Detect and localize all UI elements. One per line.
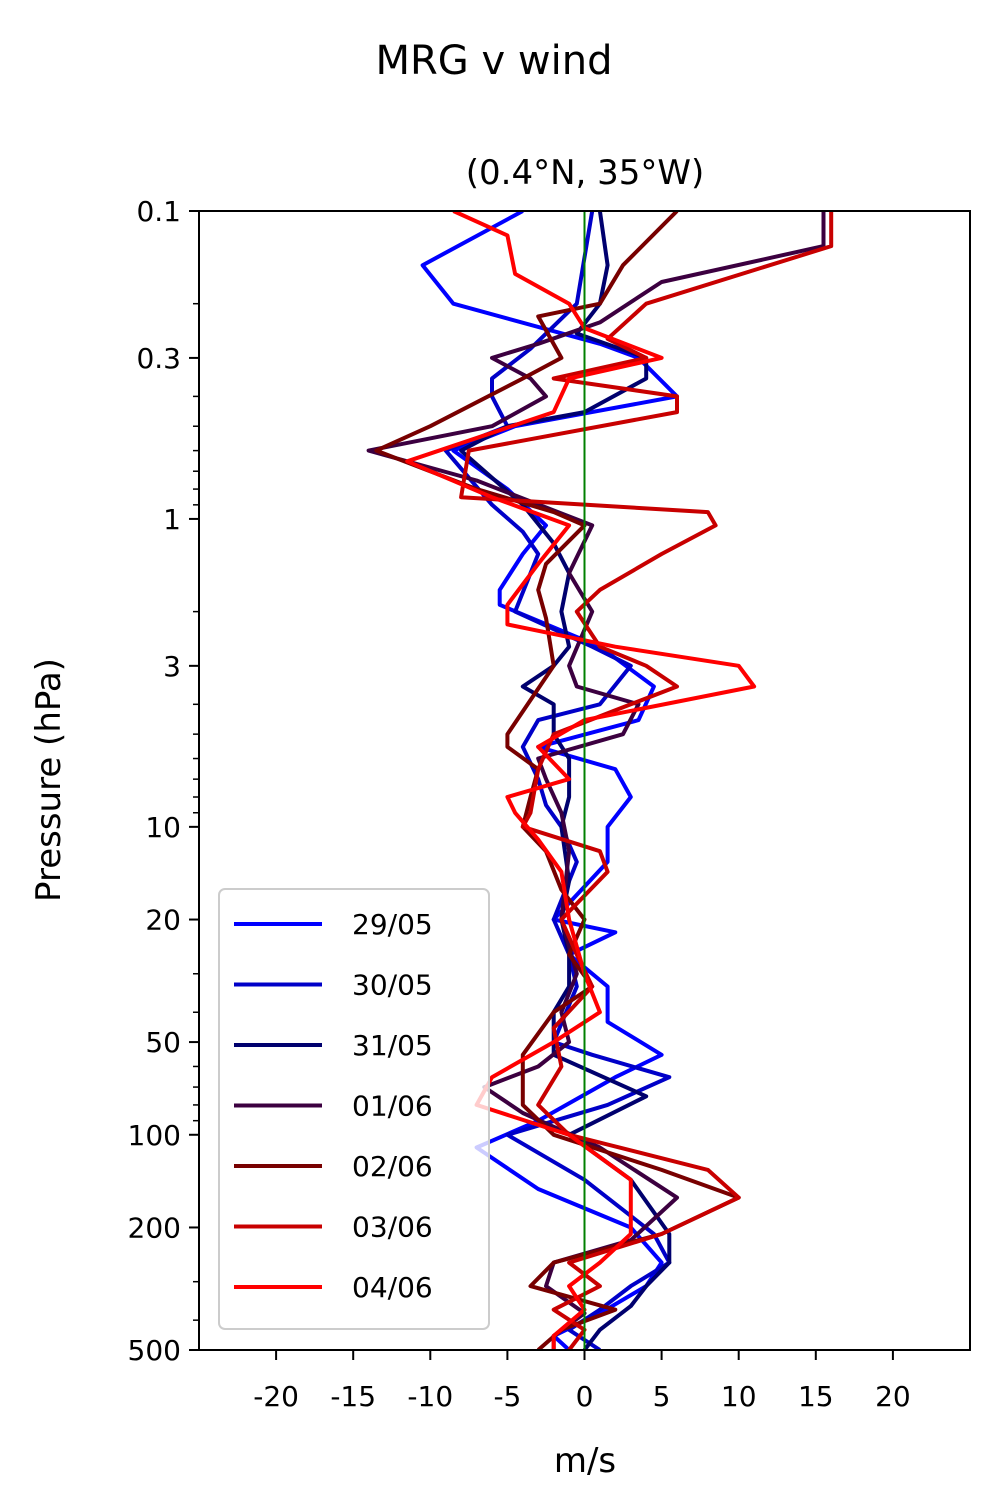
y-tick-label: 0.3	[136, 342, 181, 375]
plot-frame	[198, 210, 971, 1351]
y-tick-label: 100	[128, 1119, 181, 1152]
y-tick-label: 20	[145, 904, 181, 937]
series-line-03-06	[459, 211, 834, 1350]
legend-label: 03/06	[352, 1211, 433, 1244]
legend-label: 31/05	[352, 1029, 433, 1062]
legend-label: 29/05	[352, 908, 433, 941]
x-tick-label: -5	[493, 1380, 521, 1413]
legend: 29/05 30/05 31/05 01/06 02/06 03/06 04/06	[218, 888, 490, 1330]
x-tick-label: -10	[407, 1380, 453, 1413]
series-line-01-06	[366, 211, 826, 1350]
y-tick-label: 200	[128, 1211, 181, 1244]
y-tick-label: 1	[163, 503, 181, 536]
y-tick-label: 50	[145, 1026, 181, 1059]
y-tick-label: 3	[163, 650, 181, 683]
series-line-04-06	[405, 211, 757, 1350]
x-tick-label: 20	[875, 1380, 911, 1413]
legend-label: 04/06	[352, 1271, 433, 1304]
x-tick-label: 10	[721, 1380, 757, 1413]
x-tick-label: -15	[330, 1380, 376, 1413]
x-tick-label: 5	[653, 1380, 671, 1413]
plot-title: (0.4°N, 35°W)	[466, 153, 705, 193]
y-tick-label: 10	[145, 811, 181, 844]
series-lines	[366, 211, 834, 1350]
y-tick-label: 500	[128, 1334, 181, 1367]
legend-box	[218, 888, 490, 1330]
legend-label: 02/06	[352, 1150, 433, 1183]
y-tick-label: 0.1	[136, 195, 181, 228]
legend-label: 30/05	[352, 969, 433, 1002]
legend-label: 01/06	[352, 1090, 433, 1123]
axis-ticks: -20 -15 -10 -5 0 5 10 15 20 0.1 0.3 1 3 10 20 50 100 200 5…	[128, 195, 911, 1413]
x-axis-label: m/s	[554, 1441, 616, 1481]
series-line-31-05	[459, 211, 672, 1350]
figure-title: MRG v wind	[376, 38, 613, 84]
x-tick-label: 0	[576, 1380, 594, 1413]
x-tick-label: -20	[253, 1380, 299, 1413]
y-axis-label: Pressure (hPa)	[29, 658, 69, 902]
x-tick-label: 15	[798, 1380, 834, 1413]
